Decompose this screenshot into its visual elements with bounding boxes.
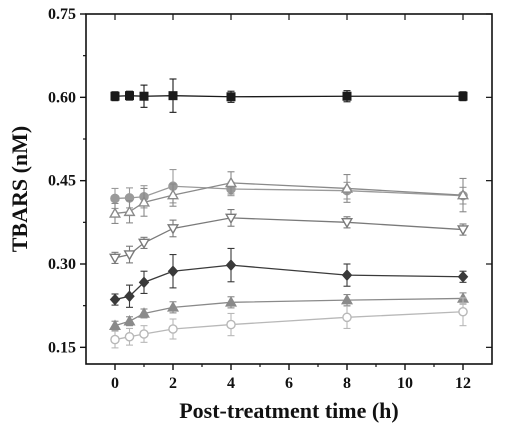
data-point	[123, 315, 136, 326]
plot-frame	[85, 13, 493, 365]
data-point	[109, 293, 121, 306]
series-line	[114, 217, 464, 259]
series-line	[114, 311, 464, 341]
y-axis-title: TBARS (nM)	[7, 126, 32, 253]
x-tick-label: 0	[111, 375, 119, 392]
data-point	[226, 92, 236, 102]
data-point	[124, 331, 135, 342]
series-4	[108, 209, 470, 265]
data-point	[167, 265, 179, 278]
series-line	[114, 182, 464, 215]
x-tick-label: 12	[455, 375, 471, 392]
data-point	[139, 91, 149, 101]
x-tick-label: 2	[169, 375, 177, 392]
data-point	[137, 307, 151, 318]
series-layer	[108, 78, 470, 349]
data-point	[458, 306, 468, 317]
data-point	[341, 269, 353, 281]
data-point	[139, 329, 149, 339]
series-7	[110, 297, 468, 349]
data-point	[226, 319, 236, 330]
data-point	[168, 91, 178, 101]
data-point	[224, 296, 238, 307]
series-2	[110, 169, 468, 209]
data-point	[456, 225, 470, 236]
series-6	[108, 292, 470, 331]
data-point	[137, 238, 151, 250]
x-tick-label: 6	[285, 375, 293, 392]
x-tick-labels: 0 2 4 6 8 10 12	[111, 375, 471, 392]
data-point	[124, 290, 135, 303]
x-tick-label: 8	[343, 375, 351, 392]
data-point	[224, 213, 238, 225]
data-point	[457, 270, 469, 283]
data-point	[123, 205, 136, 217]
data-point	[168, 324, 178, 334]
data-point	[108, 319, 122, 330]
data-point	[340, 218, 354, 229]
data-point	[225, 259, 237, 271]
series-5	[109, 247, 469, 308]
series-line	[114, 95, 463, 98]
y-tick-label: 0.60	[48, 89, 76, 106]
x-tick-label: 4	[227, 375, 235, 392]
series-1	[110, 78, 468, 113]
series-line	[114, 264, 464, 301]
data-point	[110, 334, 120, 345]
data-point	[166, 188, 180, 200]
data-point	[458, 91, 468, 101]
data-point	[224, 176, 238, 188]
data-point	[108, 207, 122, 218]
x-tick-label: 10	[397, 375, 413, 392]
data-point	[110, 193, 120, 204]
data-point	[123, 250, 136, 261]
data-point	[342, 91, 352, 101]
data-point	[342, 312, 352, 323]
data-point	[110, 91, 120, 101]
y-tick-label: 0.45	[48, 173, 76, 190]
data-point	[340, 293, 354, 305]
y-tick-label: 0.15	[48, 339, 76, 356]
series-3	[108, 171, 470, 224]
data-point	[166, 301, 180, 312]
data-point	[456, 188, 470, 200]
data-point	[138, 276, 150, 289]
y-tick-label: 0.30	[48, 256, 76, 273]
axis-ticks	[80, 13, 492, 370]
y-tick-label: 0.75	[48, 6, 76, 23]
data-point	[340, 182, 354, 193]
x-axis-title: Post-treatment time (h)	[179, 398, 399, 423]
y-tick-labels: 0.15 0.30 0.45 0.60 0.75	[48, 6, 76, 356]
data-point	[137, 196, 151, 207]
data-point	[166, 224, 180, 235]
data-point	[108, 253, 122, 265]
data-point	[124, 91, 134, 101]
